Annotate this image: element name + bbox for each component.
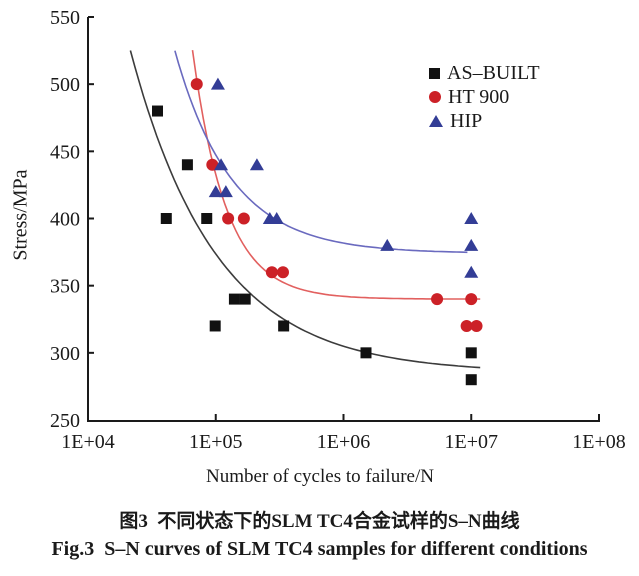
data-point-square — [239, 293, 251, 305]
circle-marker-icon — [429, 91, 441, 103]
data-point-circle — [237, 212, 250, 225]
legend-item-as-built: AS–BUILT — [429, 61, 540, 85]
data-point-square — [181, 159, 193, 171]
data-point-triangle — [464, 212, 479, 224]
data-point-circle — [276, 266, 289, 279]
data-point-circle — [206, 158, 219, 171]
triangle-marker-icon — [429, 115, 443, 127]
data-point-triangle — [210, 77, 225, 90]
data-point-square — [201, 213, 213, 224]
x-tick-label: 1E+07 — [445, 431, 499, 453]
data-point-square — [228, 293, 240, 305]
data-point-triangle — [214, 158, 229, 171]
series-hip — [208, 77, 479, 278]
x-tick-label: 1E+08 — [572, 431, 626, 453]
caption-chinese: 图3 不同状态下的SLM TC4合金试样的S–N曲线 — [119, 511, 520, 532]
x-tick-label: 1E+06 — [317, 431, 371, 453]
data-point-circle — [460, 319, 473, 332]
legend-item-hip: HIP — [429, 109, 540, 133]
legend-label-ht900: HT 900 — [448, 86, 510, 108]
y-tick-label: 250 — [50, 410, 80, 432]
square-marker-icon — [429, 67, 440, 79]
x-tick-label: 1E+04 — [61, 431, 115, 453]
legend-item-ht900: HT 900 — [429, 85, 540, 109]
fit-curve-as-built — [129, 50, 481, 369]
series-as-built — [152, 105, 477, 386]
x-axis-title: Number of cycles to failure/N — [206, 466, 434, 487]
data-point-circle — [265, 266, 278, 279]
data-point-square — [465, 374, 477, 386]
series-ht-900 — [190, 78, 483, 332]
data-point-triangle — [218, 185, 233, 198]
data-point-triangle — [269, 212, 284, 224]
y-tick-label: 550 — [50, 7, 80, 29]
data-point-circle — [470, 319, 483, 332]
y-tick-label: 350 — [50, 276, 80, 298]
y-tick-label: 400 — [50, 209, 80, 231]
data-point-square — [465, 347, 477, 359]
data-point-square — [209, 320, 221, 332]
y-tick-label: 300 — [50, 343, 80, 365]
data-point-triangle — [249, 158, 264, 171]
y-axis-ticks: 250 300 350 400 450 500 550 — [50, 7, 94, 432]
legend-label-as-built: AS–BUILT — [447, 62, 540, 84]
data-point-circle — [465, 293, 478, 306]
data-point-square — [360, 347, 372, 359]
data-point-triangle — [208, 185, 223, 198]
data-point-circle — [431, 293, 444, 306]
data-point-triangle — [380, 238, 395, 251]
x-tick-label: 1E+05 — [189, 431, 243, 453]
data-point-triangle — [464, 238, 479, 251]
data-point-triangle — [464, 265, 479, 278]
caption-english: Fig.3 S–N curves of SLM TC4 samples for … — [51, 538, 588, 560]
data-point-square — [152, 105, 164, 117]
legend: AS–BUILT HT 900 HIP — [429, 61, 540, 133]
data-point-square — [278, 320, 290, 332]
legend-label-hip: HIP — [450, 110, 483, 132]
data-point-circle — [190, 78, 203, 91]
data-point-square — [160, 213, 172, 224]
x-axis-ticks: 1E+04 1E+05 1E+06 1E+07 1E+08 — [61, 414, 626, 453]
y-tick-label: 500 — [50, 74, 80, 96]
y-tick-label: 450 — [50, 141, 80, 163]
data-point-circle — [222, 212, 235, 225]
